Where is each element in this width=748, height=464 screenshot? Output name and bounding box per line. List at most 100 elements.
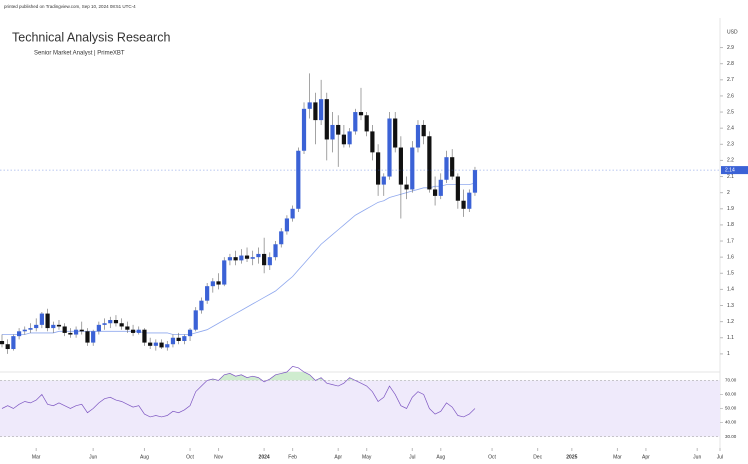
x-tick-label: 2024 <box>259 454 270 460</box>
rsi-band <box>0 380 720 437</box>
chart-subtitle: Senior Market Analyst | PrimeXBT <box>34 51 125 57</box>
y-tick-label: 1.3 <box>727 303 734 309</box>
y-tick-label: 2.7 <box>727 77 734 83</box>
y-tick-label: 1.9 <box>727 206 734 212</box>
candle-body <box>96 324 101 332</box>
overbought-fill <box>1 372 475 381</box>
y-tick-label: 2.5 <box>727 109 734 115</box>
candle-body <box>455 176 460 201</box>
candle-body <box>427 136 432 190</box>
y-tick-label: 2.6 <box>727 93 734 99</box>
candle-body <box>136 329 141 333</box>
candle-body <box>279 231 284 245</box>
candle-body <box>210 281 215 287</box>
candle-body <box>176 337 181 341</box>
candle-body <box>438 179 443 196</box>
candle-body <box>205 286 210 301</box>
candle-body <box>301 108 307 151</box>
candle-body <box>73 329 79 335</box>
candle-body <box>284 218 290 232</box>
candle-body <box>51 324 56 329</box>
candle-body <box>113 320 119 324</box>
candle-body <box>296 150 301 209</box>
candle-body <box>461 200 466 209</box>
candle-body <box>444 157 449 180</box>
candle-body <box>79 329 84 332</box>
candle-body <box>85 331 90 343</box>
y-tick-label: 1 <box>727 351 730 357</box>
candle-body <box>239 255 244 261</box>
x-tick-label: Aug <box>436 454 445 460</box>
y-tick-label: 1.2 <box>727 319 734 325</box>
candle-body <box>250 257 255 259</box>
candle-body <box>273 244 278 258</box>
candle-body <box>381 176 386 185</box>
x-tick-label: Jun <box>693 454 701 460</box>
candle-body <box>56 324 62 327</box>
y-tick-label: 2.9 <box>727 45 734 51</box>
candle-body <box>108 320 113 324</box>
candle-body <box>467 192 472 209</box>
last-price-label: 2.14 <box>725 167 735 173</box>
candle-body <box>341 134 347 145</box>
y-tick-label: 2.1 <box>727 174 734 180</box>
candle-body <box>398 147 403 185</box>
source-note: printed published on Tradingview.com, Se… <box>4 4 136 9</box>
y-tick-label: 2.2 <box>727 158 734 164</box>
x-tick-label: Nov <box>214 454 223 460</box>
candle-body <box>313 102 318 121</box>
candle-body <box>307 102 312 109</box>
candle-body <box>244 255 250 259</box>
chart-title: Technical Analysis Research <box>12 30 170 44</box>
candle-body <box>472 170 478 193</box>
candle-body <box>16 331 22 337</box>
x-tick-label: Jun <box>89 454 97 460</box>
y-tick-label: 30.00 <box>725 434 737 439</box>
x-tick-label: May <box>362 454 372 460</box>
y-tick-label: 2.3 <box>727 142 734 148</box>
candle-body <box>421 124 426 137</box>
candle-body <box>182 336 187 341</box>
candle-body <box>91 331 96 343</box>
y-tick-label: 1.8 <box>727 222 734 228</box>
candle-body <box>256 253 261 258</box>
candle-body <box>404 184 409 190</box>
candle-body <box>347 131 352 145</box>
candle-body <box>119 323 124 327</box>
candle-body <box>375 152 381 185</box>
y-tick-label: 2.8 <box>727 61 734 67</box>
candle-body <box>130 329 136 333</box>
candle-body <box>324 99 329 140</box>
x-tick-label: Jul <box>409 454 415 460</box>
candle-body <box>62 326 67 333</box>
y-tick-label: 1.4 <box>727 287 734 293</box>
x-tick-label: Mar <box>32 454 41 460</box>
candle-body <box>432 189 438 196</box>
axis-unit: USD <box>727 29 738 35</box>
candle-body <box>216 281 221 285</box>
candle-body <box>45 313 50 329</box>
candle-body <box>387 118 392 177</box>
candle-body <box>410 147 415 190</box>
candle-body <box>364 115 369 132</box>
candle-body <box>165 344 170 348</box>
candle-body <box>370 131 375 153</box>
x-tick-label: 2025 <box>566 454 577 460</box>
candle-body <box>199 300 204 311</box>
candle-body <box>5 344 10 350</box>
y-tick-label: 50.00 <box>725 406 737 411</box>
candle-body <box>450 157 455 177</box>
candle-body <box>353 112 358 132</box>
x-tick-label: Jul <box>717 454 723 460</box>
candle-body <box>11 336 16 350</box>
last-price-tag <box>721 166 748 175</box>
x-tick-label: Dec <box>533 454 542 460</box>
candle-body <box>336 124 341 135</box>
candle-body <box>415 124 421 148</box>
candle-body <box>102 323 107 325</box>
x-tick-label: Aug <box>140 454 149 460</box>
y-tick-label: 1.1 <box>727 335 734 341</box>
x-tick-label: Feb <box>288 454 297 460</box>
candle-body <box>153 342 158 346</box>
